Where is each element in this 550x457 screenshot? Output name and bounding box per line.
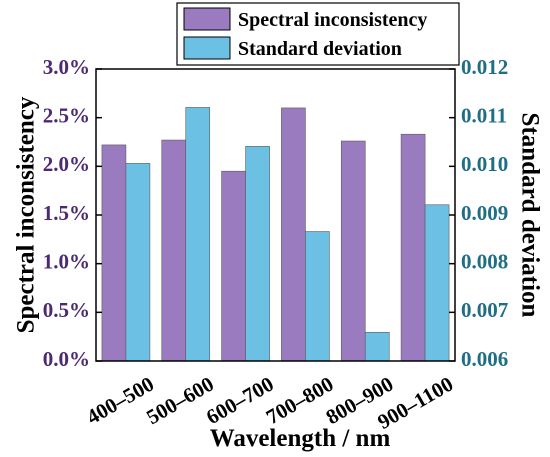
bar-standard-deviation-6 <box>424 204 450 362</box>
legend-label-standard-deviation: Standard deviation <box>238 38 402 60</box>
right-tick-label: 0.012 <box>461 55 508 79</box>
right-tick-label: 0.006 <box>461 347 508 371</box>
left-tick-label: 1.5% <box>43 201 90 225</box>
right-axis-title: Standard deviation <box>516 113 543 318</box>
left-tick-label: 1.0% <box>43 249 90 273</box>
right-tick-label: 0.007 <box>461 298 508 322</box>
legend-swatch-spectral-inconsistency <box>183 7 231 31</box>
bar-spectral-inconsistency-2 <box>161 139 187 362</box>
left-tick-label: 3.0% <box>43 55 90 79</box>
right-tick-label: 0.008 <box>461 249 508 273</box>
x-tick-label: 600–700 <box>202 372 278 430</box>
bar-spectral-inconsistency-6 <box>400 133 426 362</box>
bar-standard-deviation-3 <box>245 146 270 362</box>
left-tick-label: 0.5% <box>43 298 90 322</box>
right-tick-label: 0.009 <box>461 201 508 225</box>
right-tick-label: 0.011 <box>461 103 507 127</box>
right-tick-label: 0.010 <box>461 152 508 176</box>
bar-standard-deviation-1 <box>125 163 151 362</box>
bar-standard-deviation-4 <box>305 231 330 362</box>
legend: Spectral inconsistency Standard deviatio… <box>176 2 460 66</box>
x-axis-title: Wavelength / nm <box>210 425 391 452</box>
left-tick-label: 2.0% <box>43 152 90 176</box>
left-tick-label: 2.5% <box>43 103 90 127</box>
bar-standard-deviation-2 <box>185 107 211 362</box>
bar-standard-deviation-5 <box>364 331 390 362</box>
bars <box>101 107 450 362</box>
bar-spectral-inconsistency-5 <box>340 140 366 362</box>
legend-label-spectral-inconsistency: Spectral inconsistency <box>238 9 427 31</box>
x-tick-label: 700–800 <box>262 372 338 430</box>
bar-spectral-inconsistency-1 <box>101 144 127 362</box>
left-axis-title: Spectral inconsistency <box>13 96 40 333</box>
bar-spectral-inconsistency-3 <box>221 170 246 362</box>
x-tick-label: 400–500 <box>82 372 158 430</box>
left-tick-label: 0.0% <box>43 347 90 371</box>
left-axis: 0.0% 0.5% 1.0% 1.5% 2.0% 2.5% 3.0% <box>43 55 102 371</box>
x-tick-label: 500–600 <box>142 372 218 430</box>
legend-swatch-standard-deviation <box>183 36 231 60</box>
bar-spectral-inconsistency-4 <box>281 107 306 362</box>
right-axis: 0.006 0.007 0.008 0.009 0.010 0.011 0.012 <box>449 55 508 371</box>
